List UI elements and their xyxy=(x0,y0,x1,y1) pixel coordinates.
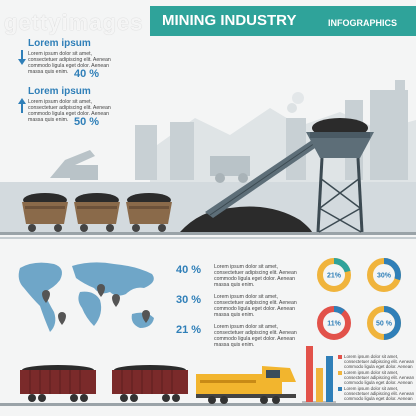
donut-chart-4: 50 % xyxy=(367,306,401,340)
donut-arc-4 xyxy=(367,306,401,340)
bar-legend-item-1: Lorem ipsum dolor sit amet, consectetuer… xyxy=(338,354,416,370)
top-stat-heading: Lorem ipsum xyxy=(28,86,91,97)
page-title: MINING INDUSTRY xyxy=(162,12,297,29)
top-stat-body-line: massa quis enim. xyxy=(28,117,69,123)
bar-legend-line: commodo ligula eget dolor. Aenean xyxy=(344,396,413,401)
top-stat-body-line: Lorem ipsum dolor sit amet, xyxy=(28,51,93,57)
legend-swatch xyxy=(338,387,342,391)
freight-car xyxy=(112,365,188,402)
map-pin-icon xyxy=(142,310,150,323)
middle-stat-percent: 40 % xyxy=(176,264,202,276)
top-stat-body-line: commodo ligula eget dolor. Aenean xyxy=(28,111,110,117)
middle-stat-body-line: consectetuer adipiscing elit. Aenean xyxy=(214,300,297,306)
top-stat-body-line: Lorem ipsum dolor sit amet, xyxy=(28,99,93,105)
up-arrow-icon xyxy=(18,98,26,113)
bar-legend-item-3: Lorem ipsum dolor sit amet, consectetuer… xyxy=(338,386,416,402)
bar-legend-line: Lorem ipsum dolor sit amet, xyxy=(344,386,399,391)
donut-chart-3: 11% xyxy=(317,306,351,340)
donut-arc-3 xyxy=(317,306,351,340)
bar-legend-line: Lorem ipsum dolor sit amet, xyxy=(344,354,399,359)
bar-legend-line: commodo ligula eget dolor. Aenean xyxy=(344,380,413,385)
map-pin-icon xyxy=(112,294,120,307)
middle-stat-body-line: consectetuer adipiscing elit. Aenean xyxy=(214,270,297,276)
freight-train xyxy=(20,365,296,404)
donut-label-1: 21% xyxy=(327,273,342,280)
coal-wagon xyxy=(126,193,172,232)
bar-legend-line: Lorem ipsum dolor sit amet, xyxy=(344,370,399,375)
donut-label-2: 30% xyxy=(377,273,392,280)
title-banner: MINING INDUSTRY INFOGRAPHICS xyxy=(150,6,416,36)
map-pin-icon xyxy=(42,290,50,303)
bar-legend: Lorem ipsum dolor sit amet, consectetuer… xyxy=(338,354,416,402)
middle-stat-body-line: consectetuer adipiscing elit. Aenean xyxy=(214,330,297,336)
bar-legend-line: consectetuer adipiscing elit. Aenean xyxy=(344,391,415,396)
bar-legend-item-2: Lorem ipsum dolor sit amet, consectetuer… xyxy=(338,370,416,386)
middle-stat-percent: 21 % xyxy=(176,324,202,336)
map-pin-icon xyxy=(97,284,105,297)
middle-stat-body-line: Lorem ipsum dolor sit amet, xyxy=(214,324,279,330)
world-map xyxy=(18,262,154,332)
donut-label-4: 50 % xyxy=(376,321,393,328)
bar-blue xyxy=(326,356,333,402)
top-stat-percent: 40 % xyxy=(74,68,100,80)
page-subtitle: INFOGRAPHICS xyxy=(328,18,398,28)
middle-stat-body-line: Lorem ipsum dolor sit amet, xyxy=(214,294,279,300)
down-arrow-icon xyxy=(18,50,26,65)
bar-legend-line: consectetuer adipiscing elit. Aenean xyxy=(344,375,415,380)
middle-stat-body-line: massa quis enim. xyxy=(214,342,255,348)
donut-chart-2: 30% xyxy=(367,258,401,292)
top-stat-heading: Lorem ipsum xyxy=(28,38,91,49)
freight-car xyxy=(20,365,96,402)
bar-legend-line: commodo ligula eget dolor. Aenean xyxy=(344,364,413,369)
watermark-text: gettyimages xyxy=(4,10,144,35)
middle-stat-body-line: massa quis enim. xyxy=(214,282,255,288)
bar-yellow xyxy=(316,368,323,402)
coal-wagon xyxy=(74,193,120,232)
map-pin-icon xyxy=(58,312,66,325)
top-stat-body-line: consectetuer adipiscing elit. Aenean xyxy=(28,57,111,63)
coal-wagon xyxy=(22,193,68,232)
bar-legend-line: consectetuer adipiscing elit. Aenean xyxy=(344,359,415,364)
middle-stat-body-line: commodo ligula eget dolor. Aenean xyxy=(214,306,296,312)
top-stat-body-line: commodo ligula eget dolor. Aenean xyxy=(28,63,110,69)
top-stat-body-line: massa quis enim. xyxy=(28,69,69,75)
donut-chart-1: 21% xyxy=(317,258,351,292)
donut-label-3: 11% xyxy=(327,321,341,328)
bar-graphic xyxy=(302,346,336,403)
top-stat-body-line: consectetuer adipiscing elit. Aenean xyxy=(28,105,111,111)
legend-swatch xyxy=(338,371,342,375)
middle-stat-body-line: massa quis enim. xyxy=(214,312,255,318)
bar-red xyxy=(306,346,313,402)
top-stat-percent: 50 % xyxy=(74,116,100,128)
middle-stat-body-line: commodo ligula eget dolor. Aenean xyxy=(214,336,296,342)
donut-charts: 21% 30% 11% 50 % xyxy=(317,258,401,340)
donut-arc-1 xyxy=(317,258,351,292)
donut-arc-2 xyxy=(367,258,401,292)
middle-stat-percent: 30 % xyxy=(176,294,202,306)
middle-stat-body-line: commodo ligula eget dolor. Aenean xyxy=(214,276,296,282)
legend-swatch xyxy=(338,355,342,359)
locomotive xyxy=(196,366,296,404)
middle-stat-body-line: Lorem ipsum dolor sit amet, xyxy=(214,264,279,270)
